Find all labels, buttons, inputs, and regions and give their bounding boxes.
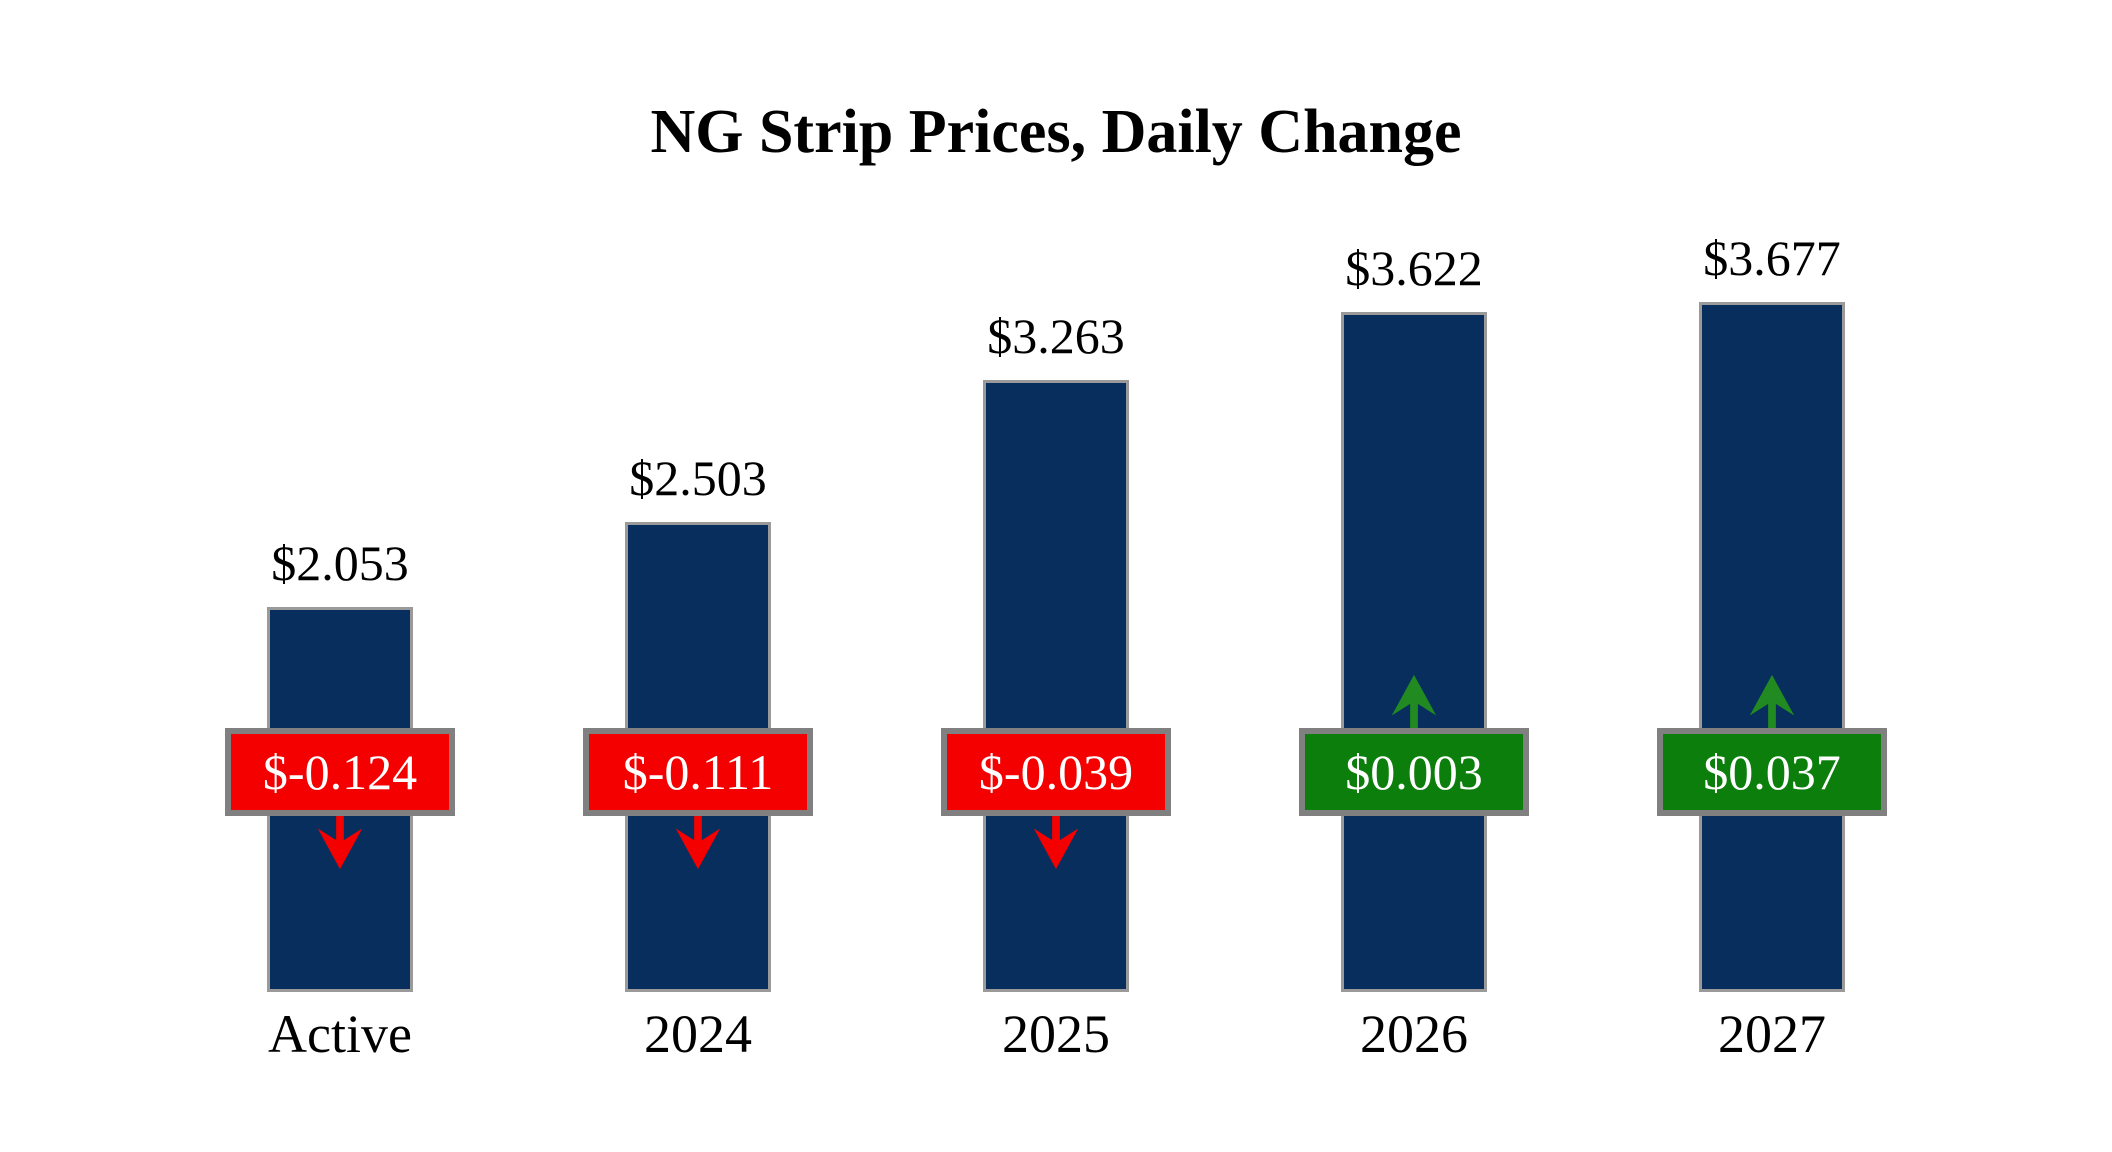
down-arrow-icon [675,814,721,870]
change-badge-label: $-0.111 [622,744,774,800]
category-label: 2027 [1718,1004,1826,1064]
up-arrow-icon [1749,674,1795,730]
bar [1699,302,1845,992]
bar [1341,312,1487,992]
change-badge-label: $0.003 [1345,744,1483,800]
bar-value-label: $3.263 [987,308,1125,364]
chart-title: NG Strip Prices, Daily Change [650,98,1462,166]
category-label: 2024 [644,1004,752,1064]
bar-value-label: $3.622 [1345,240,1483,296]
bar [983,380,1129,992]
bar-value-label: $3.677 [1703,230,1841,286]
category-label: 2026 [1360,1004,1468,1064]
change-badge-label: $-0.039 [978,744,1134,800]
change-badge: $0.037 [1657,728,1887,816]
category-label: 2025 [1002,1004,1110,1064]
up-arrow-icon [1391,674,1437,730]
change-badge: $-0.124 [225,728,455,816]
change-badge: $-0.111 [583,728,813,816]
down-arrow-icon [1033,814,1079,870]
category-label: Active [268,1004,412,1064]
change-badge-label: $0.037 [1703,744,1841,800]
change-badge-label: $-0.124 [262,744,418,800]
bar-value-label: $2.053 [271,535,409,591]
down-arrow-icon [317,814,363,870]
bar-value-label: $2.503 [629,450,767,506]
change-badge: $0.003 [1299,728,1529,816]
change-badge: $-0.039 [941,728,1171,816]
